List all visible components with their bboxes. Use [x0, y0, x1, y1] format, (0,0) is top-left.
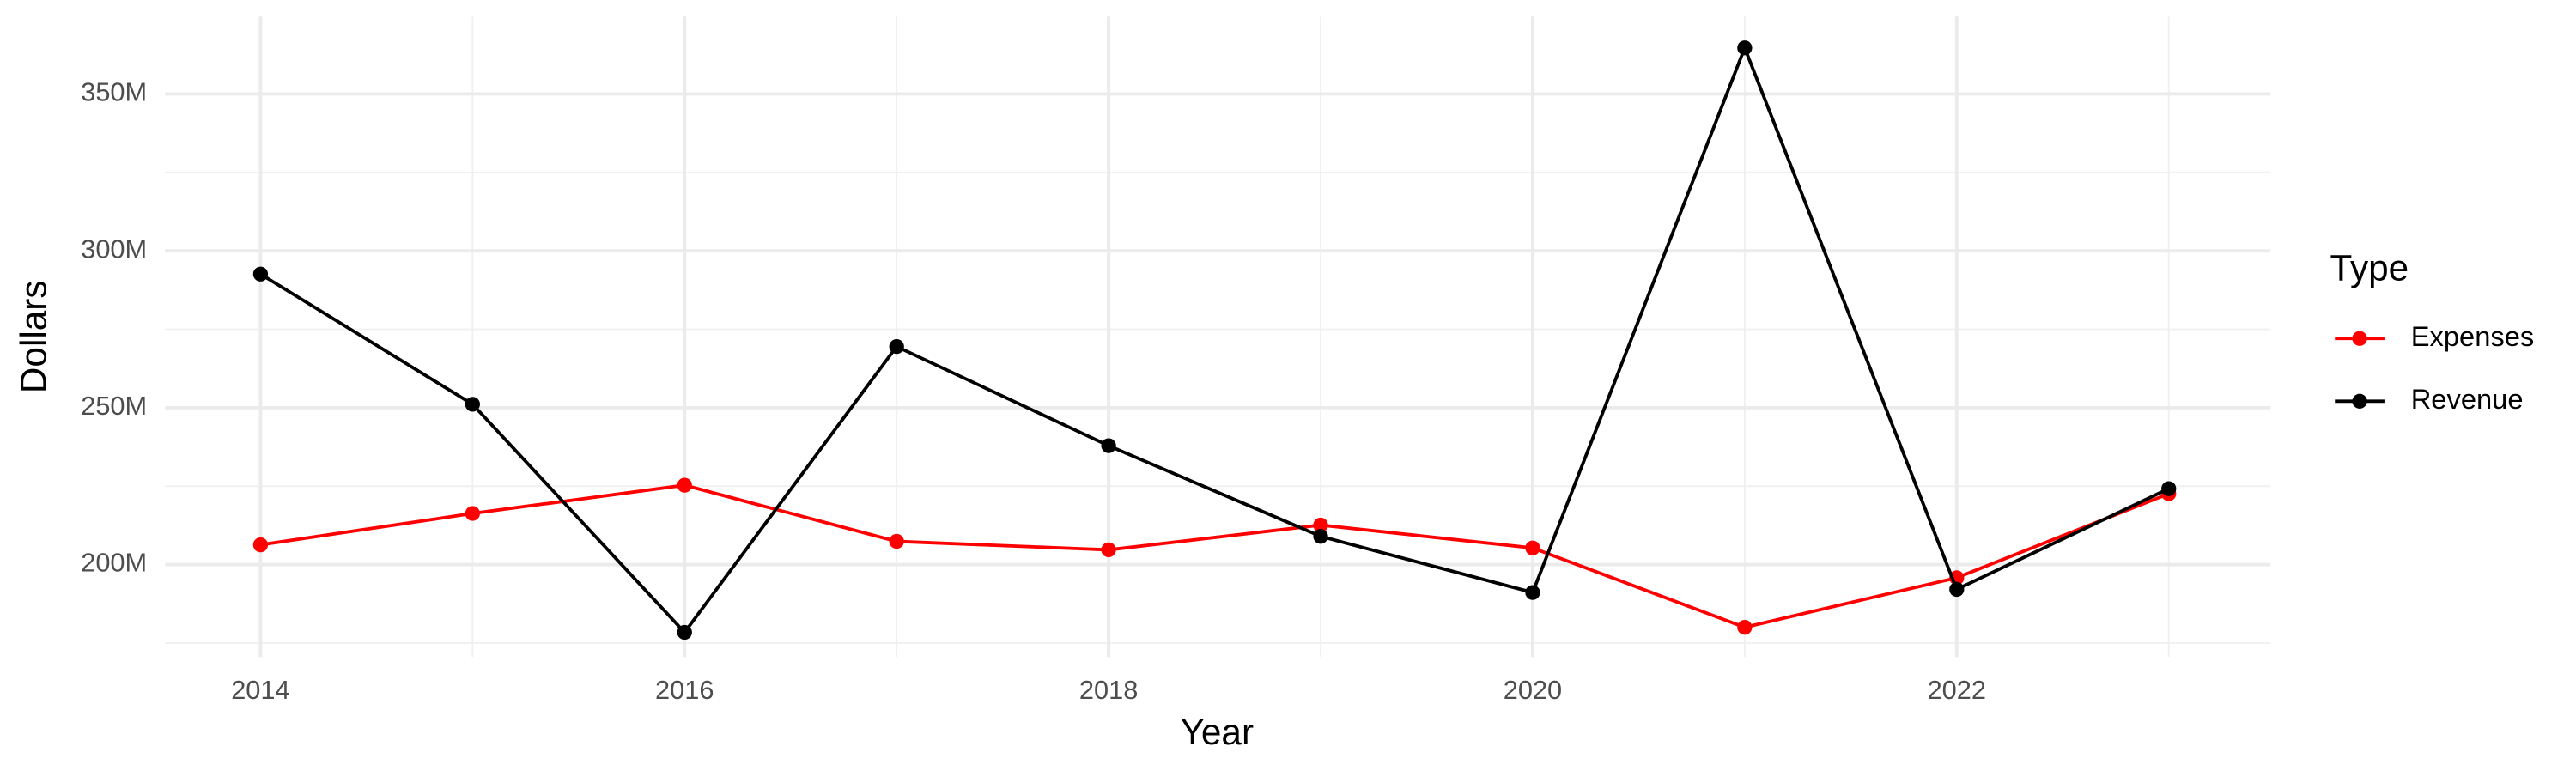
- data-point: [677, 477, 692, 493]
- data-point: [1101, 542, 1116, 558]
- data-point: [889, 338, 904, 355]
- x-tick-label: 2014: [231, 675, 289, 705]
- series-line: [260, 483, 2170, 629]
- y-axis-title: Dollars: [13, 280, 53, 393]
- x-axis-title: Year: [1181, 712, 1254, 752]
- x-tick-label: 2016: [655, 675, 714, 705]
- data-point: [1101, 438, 1116, 453]
- legend-label: Expenses: [2411, 320, 2535, 352]
- legend-marker: [2352, 331, 2367, 346]
- x-tick-label: 2018: [1079, 675, 1138, 705]
- legend-label: Revenue: [2411, 383, 2524, 415]
- y-tick-label: 200M: [81, 548, 147, 578]
- data-point: [1525, 540, 1540, 555]
- data-point: [889, 533, 904, 549]
- data-point: [252, 537, 269, 553]
- data-point: [252, 266, 269, 282]
- data-point: [677, 624, 692, 640]
- y-tick-label: 300M: [81, 234, 147, 264]
- x-tick-label: 2020: [1504, 675, 1562, 705]
- data-point: [1737, 40, 1753, 56]
- legend-title: Type: [2330, 248, 2409, 288]
- legend-marker: [2352, 393, 2367, 409]
- data-point: [1949, 581, 1965, 598]
- data-point: [1737, 620, 1753, 635]
- y-tick-label: 350M: [81, 77, 147, 107]
- data-point: [2161, 481, 2177, 496]
- data-point: [465, 506, 480, 521]
- data-point: [465, 397, 480, 412]
- data-point: [1525, 585, 1540, 600]
- y-tick-label: 250M: [81, 391, 147, 421]
- data-point: [1313, 529, 1328, 544]
- series-line: [259, 43, 2170, 635]
- data-point: [1313, 517, 1328, 533]
- x-tick-label: 2022: [1928, 675, 1986, 705]
